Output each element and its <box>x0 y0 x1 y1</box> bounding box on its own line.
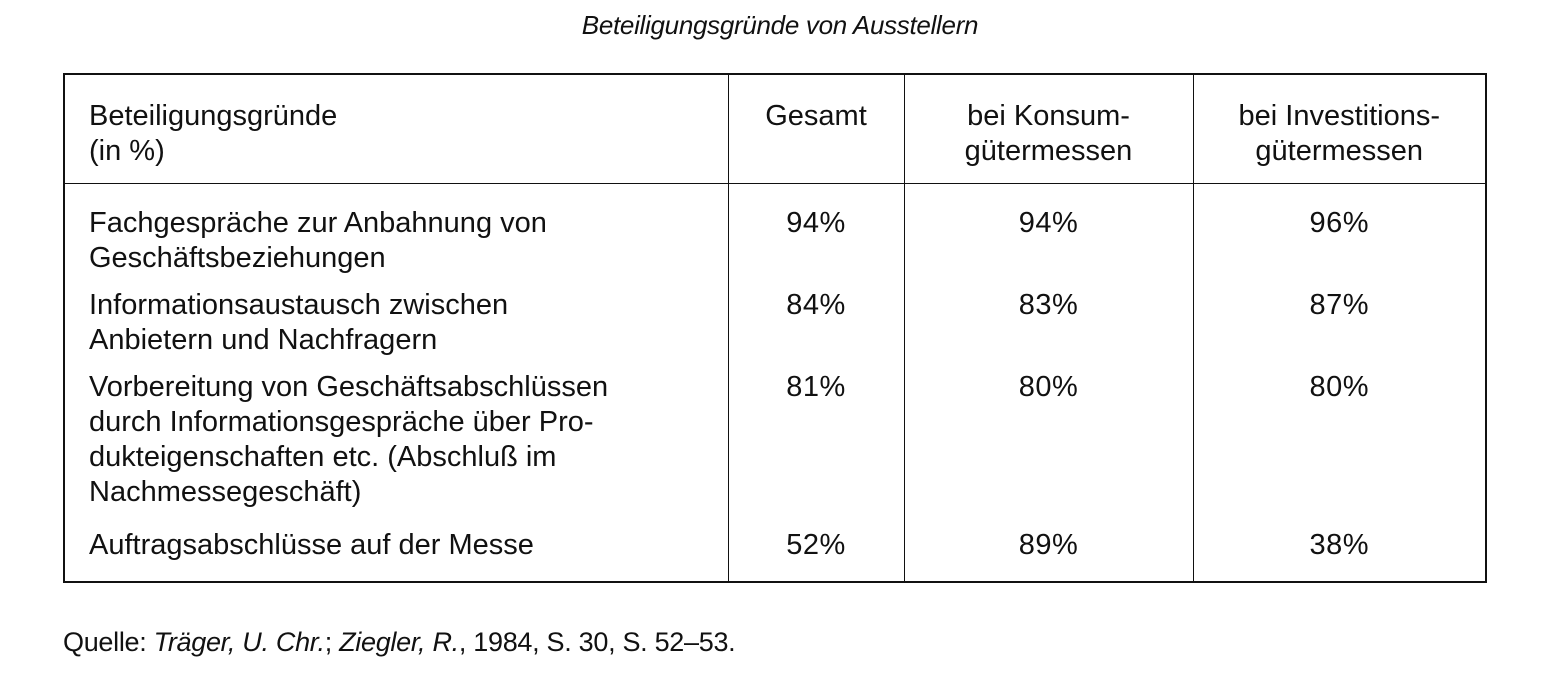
row-label: Auftragsabschlüsse auf der Messe <box>64 516 728 582</box>
table-row: Auftragsabschlüsse auf der Messe 52% 89%… <box>64 516 1486 582</box>
header-beteiligungsgruende: Beteiligungsgründe (in %) <box>64 74 728 184</box>
source-details: , 1984, S. 30, S. 52–53. <box>458 627 736 657</box>
header-label-line: (in %) <box>89 135 165 167</box>
row-label: Fachgespräche zur Anbahnung von Geschäft… <box>64 184 728 283</box>
row-label-line: durch Informationsgespräche über Pro- <box>89 406 594 438</box>
row-label-line: Anbietern und Nachfragern <box>89 324 438 356</box>
table-row: Vorbereitung von Geschäftsabschlüssen du… <box>64 364 1486 516</box>
cell-konsum: 83% <box>903 282 1193 364</box>
cell-konsum: 89% <box>903 516 1193 582</box>
row-label-line: Fachgespräche zur Anbahnung von <box>89 207 547 239</box>
source-note: Quelle: Träger, U. Chr.; Ziegler, R., 19… <box>63 627 736 658</box>
row-label-line: Nachmessegeschäft) <box>89 476 362 508</box>
source-author-2: Ziegler, R. <box>339 627 459 657</box>
header-label-line: bei Investitions- <box>1238 100 1441 132</box>
cell-konsum: 94% <box>903 183 1193 282</box>
cell-investition: 38% <box>1192 516 1486 582</box>
row-label-line: Vorbereitung von Geschäftsabschlüssen <box>89 371 609 403</box>
row-label-line: Auftragsabschlüsse auf der Messe <box>89 529 534 561</box>
header-label-line: bei Konsum- <box>967 100 1130 132</box>
row-label-line: Informationsaustausch zwischen <box>89 289 509 321</box>
cell-gesamt: 52% <box>727 516 904 582</box>
header-row: Beteiligungsgründe (in %) Gesamt bei Kon… <box>64 74 1486 184</box>
data-table: Beteiligungsgründe (in %) Gesamt bei Kon… <box>63 73 1487 583</box>
header-konsumguetermessen: bei Konsum- gütermessen <box>903 74 1193 184</box>
header-label-line: gütermessen <box>964 135 1133 167</box>
cell-gesamt: 84% <box>727 282 904 364</box>
header-gesamt: Gesamt <box>727 74 904 184</box>
header-label-line: gütermessen <box>1255 135 1424 167</box>
table-row: Informationsaustausch zwischen Anbietern… <box>64 282 1486 364</box>
table-caption: Beteiligungsgründe von Ausstellern <box>581 10 979 40</box>
header-label-line: Gesamt <box>765 100 867 132</box>
row-label: Informationsaustausch zwischen Anbietern… <box>64 282 728 364</box>
cell-gesamt: 94% <box>727 183 904 282</box>
source-separator: ; <box>324 627 340 657</box>
cell-investition: 87% <box>1192 282 1486 364</box>
row-label-line: Geschäftsbeziehungen <box>89 242 386 274</box>
cell-gesamt: 81% <box>727 364 904 516</box>
table-row: Fachgespräche zur Anbahnung von Geschäft… <box>64 183 1486 283</box>
source-author-1: Träger, U. Chr. <box>153 627 325 657</box>
cell-investition: 96% <box>1192 183 1486 282</box>
row-label: Vorbereitung von Geschäftsabschlüssen du… <box>64 364 728 516</box>
source-prefix: Quelle: <box>63 627 154 657</box>
cell-investition: 80% <box>1192 364 1486 516</box>
header-investitionsguetermessen: bei Investitions- gütermessen <box>1192 74 1486 184</box>
cell-konsum: 80% <box>903 364 1193 516</box>
header-label-line: Beteiligungsgründe <box>89 100 338 132</box>
row-label-line: dukteigenschaften etc. (Abschluß im <box>89 441 557 473</box>
